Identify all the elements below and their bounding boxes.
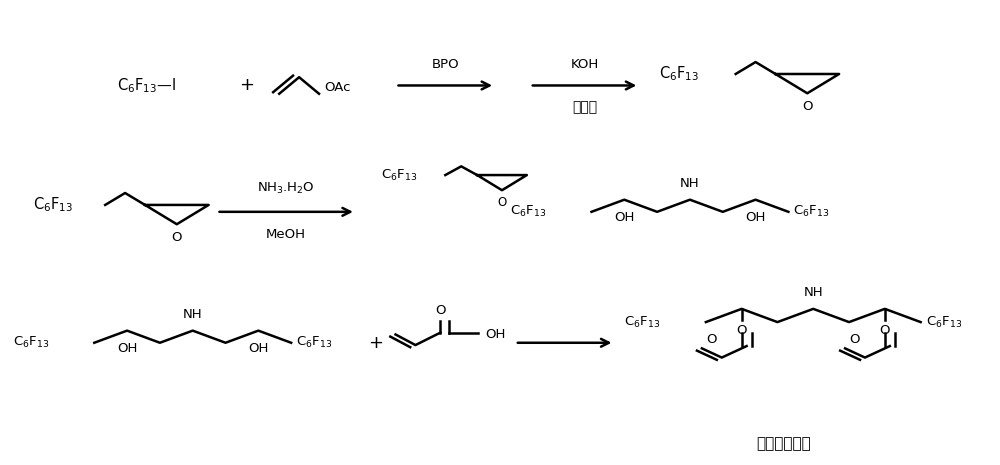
Text: C$_6$F$_{13}$: C$_6$F$_{13}$ (793, 204, 830, 219)
Text: +: + (368, 334, 383, 352)
Text: 正己烷: 正己烷 (572, 100, 597, 114)
Text: +: + (239, 76, 254, 94)
Text: C$_6$F$_{13}$: C$_6$F$_{13}$ (381, 167, 417, 183)
Text: OH: OH (614, 211, 634, 224)
Text: O: O (706, 333, 717, 346)
Text: OH: OH (117, 342, 137, 355)
Text: OH: OH (485, 328, 505, 341)
Text: C$_6$F$_{13}$: C$_6$F$_{13}$ (624, 314, 661, 330)
Text: O: O (849, 333, 860, 346)
Text: O: O (435, 305, 446, 318)
Text: C$_6$F$_{13}$: C$_6$F$_{13}$ (510, 204, 546, 219)
Text: NH: NH (803, 286, 823, 299)
Text: NH: NH (183, 307, 203, 320)
Text: BPO: BPO (431, 58, 459, 71)
Text: O: O (802, 100, 813, 113)
Text: C$_6$F$_{13}$: C$_6$F$_{13}$ (296, 335, 333, 350)
Text: C$_6$F$_{13}$: C$_6$F$_{13}$ (33, 196, 73, 214)
Text: OH: OH (745, 211, 766, 224)
Text: O: O (736, 324, 747, 337)
Text: O: O (172, 231, 182, 244)
Text: C$_6$F$_{13}$: C$_6$F$_{13}$ (926, 314, 962, 330)
Text: C$_6$F$_{13}$: C$_6$F$_{13}$ (659, 65, 699, 83)
Text: O: O (880, 324, 890, 337)
Text: NH: NH (680, 177, 700, 190)
Text: C$_6$F$_{13}$: C$_6$F$_{13}$ (13, 335, 49, 350)
Text: 含氟烯烃单体: 含氟烯烃单体 (756, 436, 811, 451)
Text: MeOH: MeOH (266, 228, 306, 241)
Text: O: O (497, 196, 507, 209)
Text: C$_6$F$_{13}$—I: C$_6$F$_{13}$—I (117, 76, 176, 95)
Text: KOH: KOH (570, 58, 599, 71)
Text: OH: OH (248, 342, 269, 355)
Text: NH$_3$.H$_2$O: NH$_3$.H$_2$O (257, 180, 315, 196)
Text: OAc: OAc (324, 81, 350, 94)
